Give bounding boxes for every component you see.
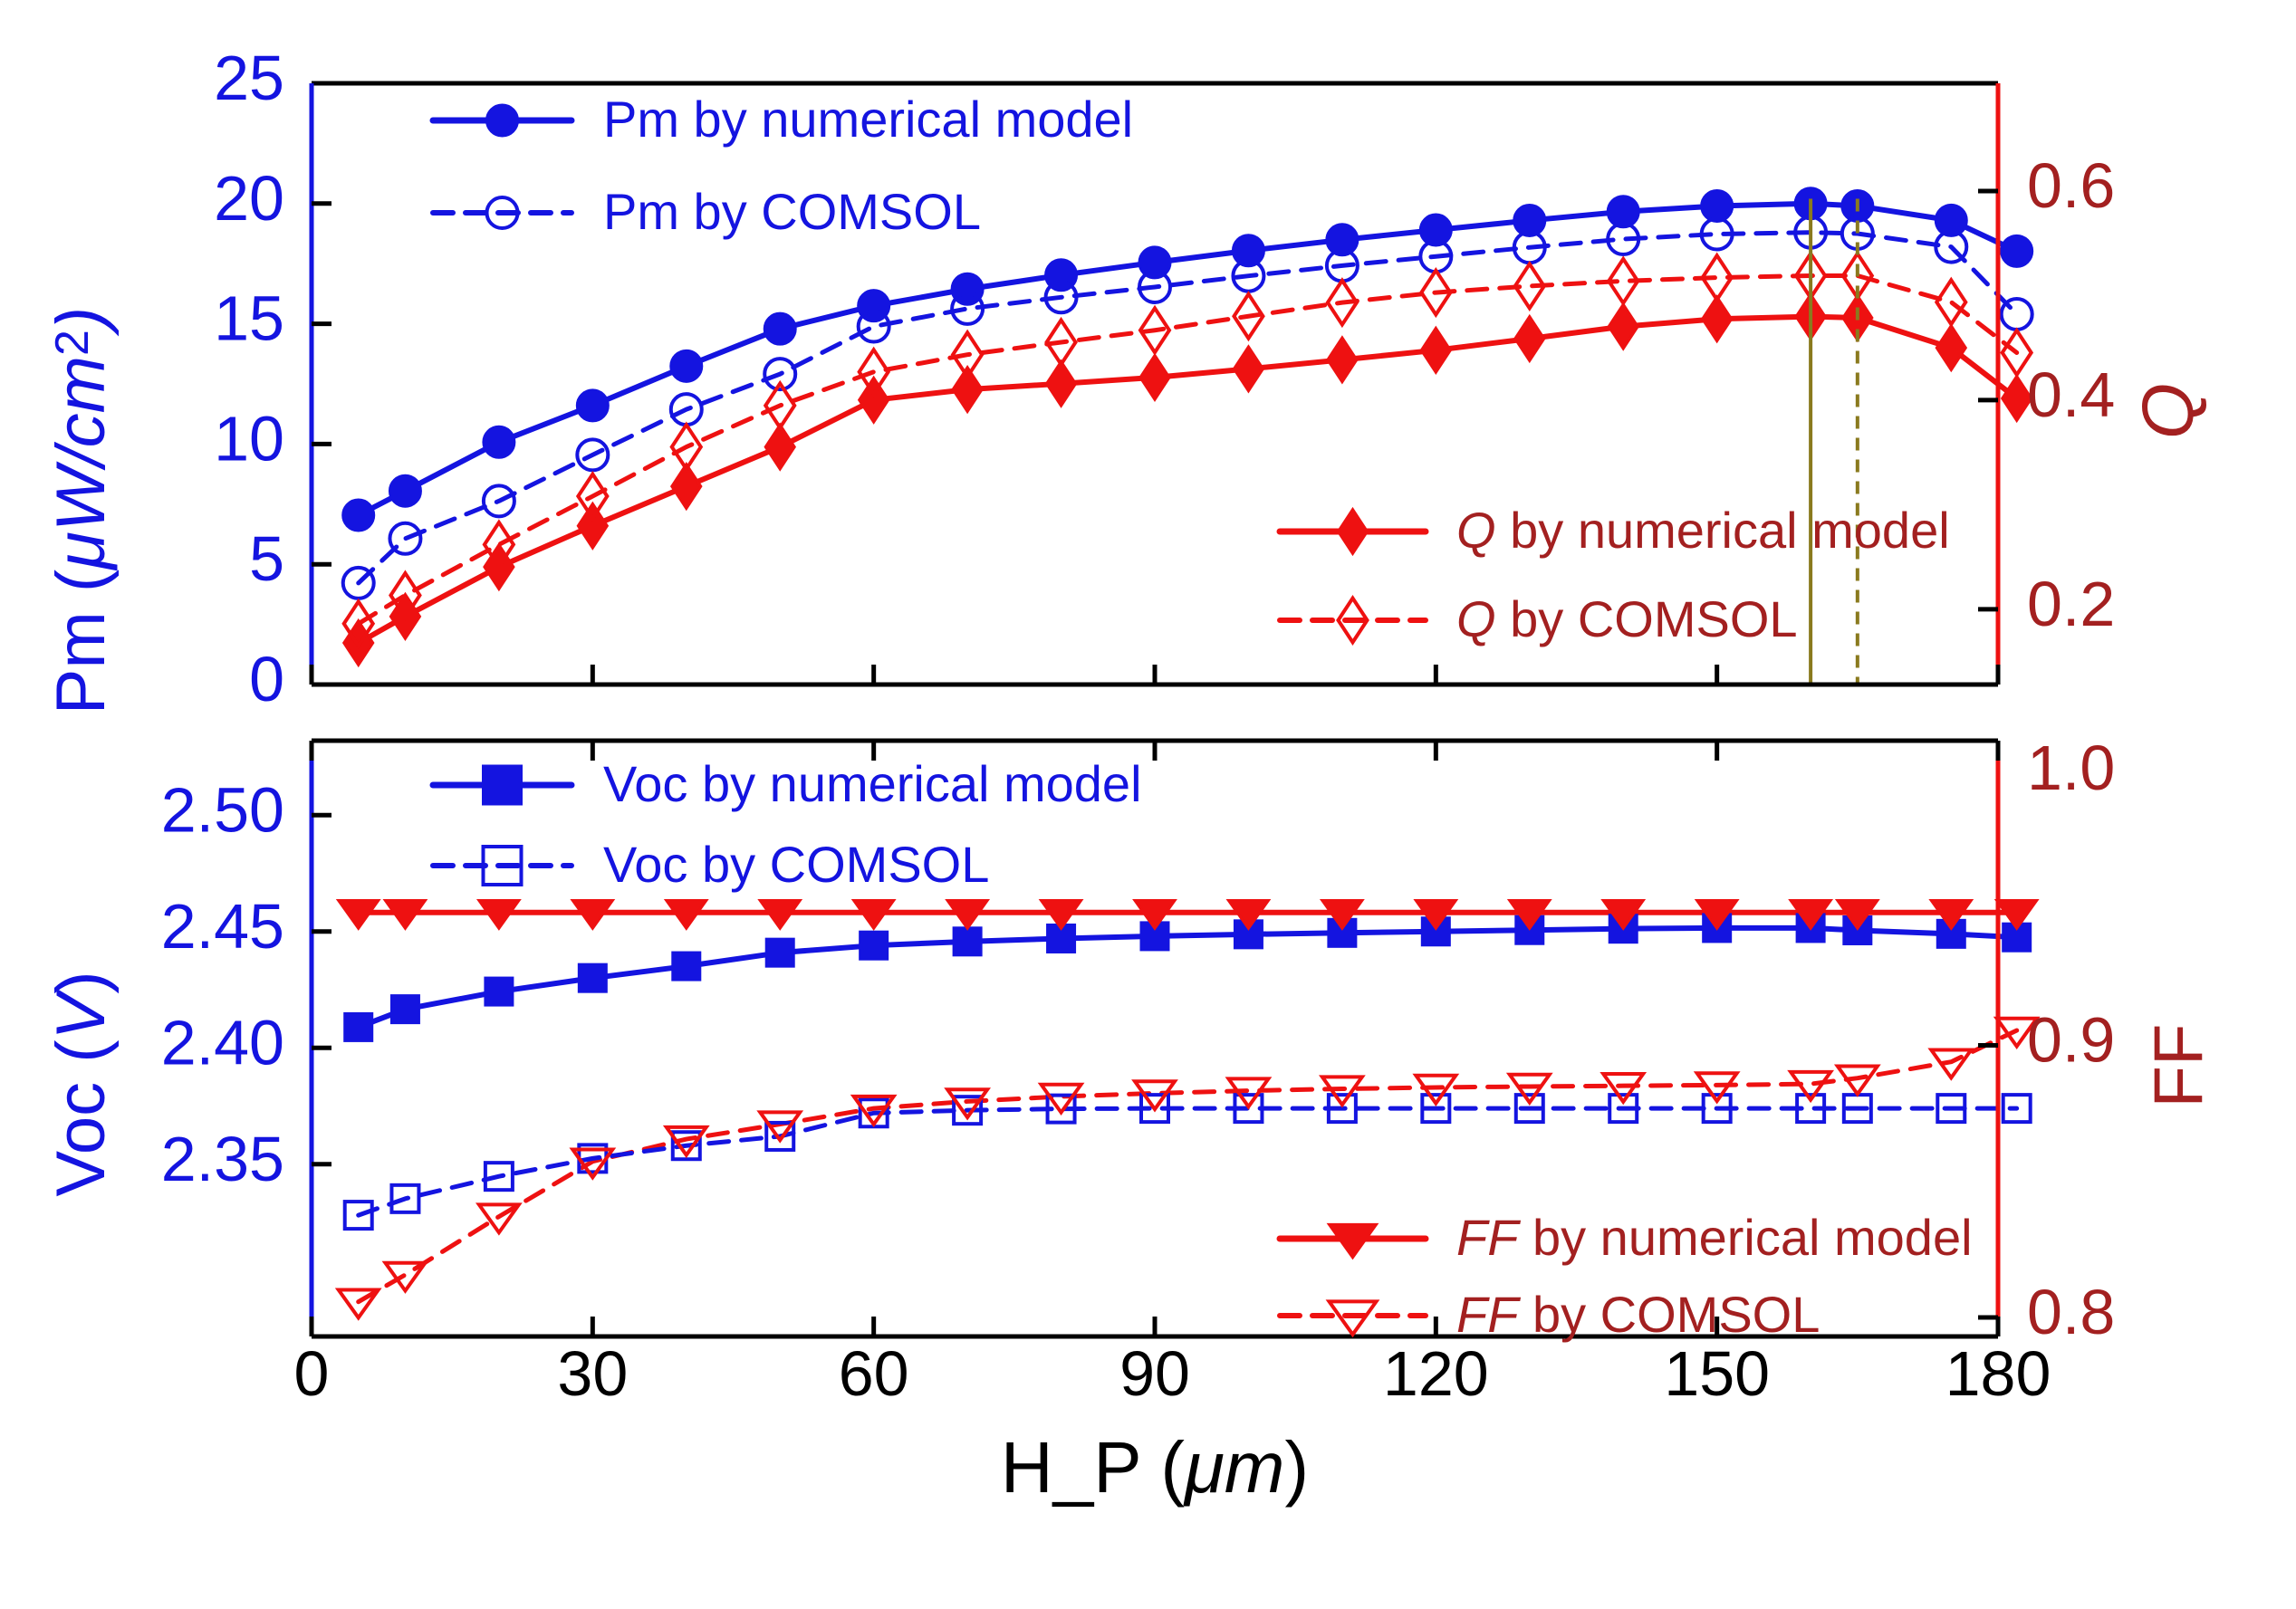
svg-text:120: 120 xyxy=(1383,1338,1489,1409)
svg-text:Voc (V): Voc (V) xyxy=(43,971,120,1196)
svg-text:0.9: 0.9 xyxy=(2027,1005,2115,1076)
svg-text:Pm (μW/cm2): Pm (μW/cm2) xyxy=(43,307,120,714)
svg-text:2.45: 2.45 xyxy=(161,891,284,962)
svg-text:30: 30 xyxy=(557,1338,628,1409)
svg-text:60: 60 xyxy=(839,1338,909,1409)
svg-text:Pm by COMSOL: Pm by COMSOL xyxy=(603,183,981,240)
svg-text:150: 150 xyxy=(1664,1338,1770,1409)
svg-text:FF by COMSOL: FF by COMSOL xyxy=(1456,1286,1820,1343)
svg-text:0: 0 xyxy=(294,1338,330,1409)
svg-text:Q: Q xyxy=(2128,383,2208,439)
svg-text:H_P (μm): H_P (μm) xyxy=(1001,1427,1309,1508)
svg-text:0: 0 xyxy=(249,644,284,714)
svg-text:FF: FF xyxy=(2140,1024,2217,1108)
svg-text:10: 10 xyxy=(214,403,284,474)
svg-text:Q by COMSOL: Q by COMSOL xyxy=(1456,590,1798,647)
svg-text:15: 15 xyxy=(214,283,284,354)
svg-text:90: 90 xyxy=(1119,1338,1190,1409)
svg-text:2.40: 2.40 xyxy=(161,1007,284,1077)
svg-text:FF by numerical model: FF by numerical model xyxy=(1456,1209,1973,1266)
svg-text:20: 20 xyxy=(214,163,284,234)
svg-text:1.0: 1.0 xyxy=(2027,733,2115,803)
svg-text:0.6: 0.6 xyxy=(2027,150,2115,221)
svg-text:Pm by numerical model: Pm by numerical model xyxy=(603,91,1133,148)
svg-text:180: 180 xyxy=(1945,1338,2051,1409)
svg-text:5: 5 xyxy=(249,523,284,594)
svg-text:Voc by numerical model: Voc by numerical model xyxy=(603,755,1142,812)
svg-text:25: 25 xyxy=(214,43,284,113)
svg-text:2.50: 2.50 xyxy=(161,774,284,845)
svg-text:0.4: 0.4 xyxy=(2027,359,2115,430)
svg-text:0.8: 0.8 xyxy=(2027,1277,2115,1347)
svg-text:Voc by COMSOL: Voc by COMSOL xyxy=(603,836,989,893)
svg-text:2.35: 2.35 xyxy=(161,1124,284,1194)
svg-text:Q by numerical model: Q by numerical model xyxy=(1456,502,1950,559)
svg-text:0.2: 0.2 xyxy=(2027,569,2115,639)
